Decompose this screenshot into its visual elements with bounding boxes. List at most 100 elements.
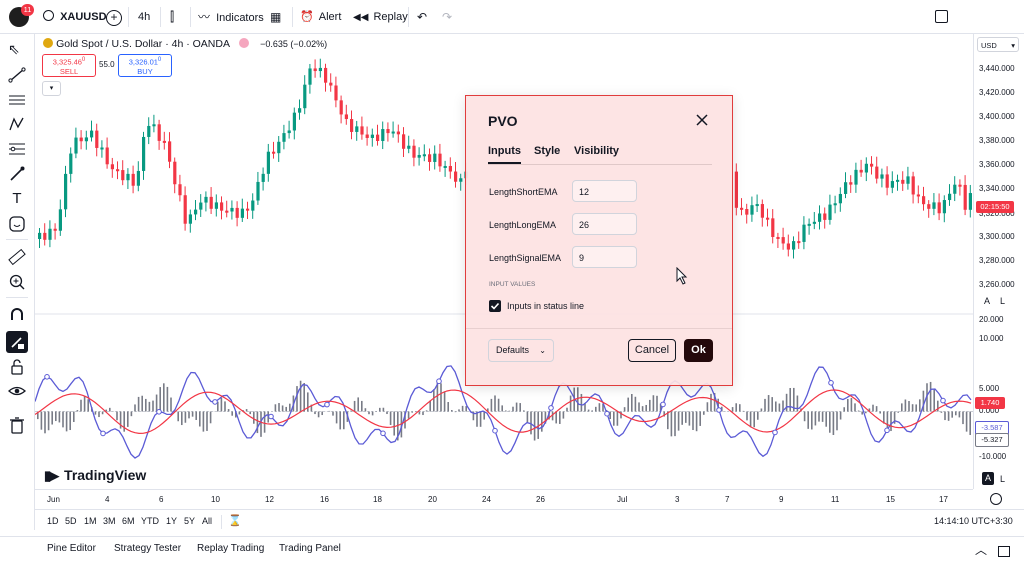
redo-icon[interactable]: ↷ xyxy=(442,8,452,26)
buy-button[interactable]: 3,326.010 BUY xyxy=(118,54,172,77)
drawing-toolbar: ⇖ T xyxy=(0,34,35,530)
maximize-icon[interactable] xyxy=(998,546,1010,557)
replay-button[interactable]: ◀◀ Replay xyxy=(353,8,408,26)
sell-price: 3,325.46 xyxy=(53,58,82,67)
market-closed-icon xyxy=(239,38,249,48)
alarm-clock-icon: ⏰ xyxy=(300,11,314,23)
compare-icon[interactable]: + xyxy=(106,10,122,26)
osc-log-scale-button[interactable]: L xyxy=(1000,474,1005,484)
range-ytd[interactable]: YTD xyxy=(141,516,159,526)
price-label: 3,380.000 xyxy=(979,136,1015,145)
undo-icon[interactable]: ↶ xyxy=(417,8,427,26)
templates-icon[interactable]: ▦ xyxy=(270,8,281,26)
eye-icon[interactable] xyxy=(8,382,26,400)
emoji-icon[interactable] xyxy=(8,215,26,233)
pattern-icon[interactable] xyxy=(8,115,26,133)
alert-button[interactable]: ⏰ Alert xyxy=(300,8,341,26)
time-label: 12 xyxy=(265,495,274,504)
checkmark-icon xyxy=(489,300,501,312)
interval-button[interactable]: 4h xyxy=(138,8,150,26)
auto-scale-button[interactable]: A xyxy=(984,296,990,306)
cancel-button[interactable]: Cancel xyxy=(628,339,676,362)
dialog-title: PVO xyxy=(488,113,518,129)
range-1d[interactable]: 1D xyxy=(47,516,59,526)
currency-label: USD xyxy=(981,41,997,50)
osc-auto-scale-button[interactable]: A xyxy=(982,472,994,485)
fib-icon[interactable] xyxy=(8,140,26,158)
osc-label: -10.000 xyxy=(979,452,1006,461)
settings-gear-icon[interactable] xyxy=(990,493,1002,505)
symbol-label: XAUUSD xyxy=(60,11,106,23)
text-icon[interactable]: T xyxy=(8,190,26,208)
alert-label: Alert xyxy=(319,11,342,23)
tab-strategy-tester[interactable]: Strategy Tester xyxy=(114,543,181,554)
time-axis[interactable]: Jun 4 6 10 12 16 18 20 24 26 Jul 3 7 9 1… xyxy=(35,489,973,510)
price-label: 3,400.000 xyxy=(979,112,1015,121)
time-label: 10 xyxy=(211,495,220,504)
tab-style[interactable]: Style xyxy=(534,145,560,157)
chevron-down-icon: ▾ xyxy=(1011,38,1015,53)
range-5d[interactable]: 5D xyxy=(65,516,77,526)
osc-label: 5.000 xyxy=(979,384,999,393)
sell-superscript: 0 xyxy=(82,57,85,63)
range-all[interactable]: All xyxy=(202,516,212,526)
currency-selector[interactable]: USD ▾ xyxy=(977,37,1019,52)
fullscreen-icon[interactable] xyxy=(935,10,948,23)
tab-replay-trading[interactable]: Replay Trading xyxy=(197,543,264,554)
zoom-in-icon[interactable] xyxy=(8,273,26,291)
tab-trading-panel[interactable]: Trading Panel xyxy=(279,543,341,554)
range-bar: 1D 5D 1M 3M 6M YTD 1Y 5Y All ⌛ 14:14:10 … xyxy=(35,509,1024,534)
trash-icon[interactable] xyxy=(8,416,26,434)
notification-badge: 11 xyxy=(21,4,34,16)
range-1m[interactable]: 1M xyxy=(84,516,97,526)
price-change: −0.635 (−0.02%) xyxy=(260,39,327,49)
magnet-icon[interactable] xyxy=(8,306,26,324)
close-icon[interactable] xyxy=(695,113,709,130)
lock-icon[interactable] xyxy=(8,358,26,376)
cursor-icon[interactable]: ⇖ xyxy=(8,41,26,59)
length-short-ema-input[interactable]: 12 xyxy=(572,180,637,202)
clock-label[interactable]: 14:14:10 UTC+3:30 xyxy=(934,516,1013,526)
range-1y[interactable]: 1Y xyxy=(166,516,177,526)
defaults-label: Defaults xyxy=(496,345,529,355)
symbol-title[interactable]: Gold Spot / U.S. Dollar · 4h · OANDA xyxy=(56,38,230,50)
defaults-dropdown[interactable]: Defaults⌄ xyxy=(488,339,554,362)
tab-inputs[interactable]: Inputs xyxy=(488,145,521,157)
symbol-search[interactable]: XAUUSD xyxy=(43,8,107,26)
goto-date-icon[interactable]: ⌛ xyxy=(228,514,242,527)
tabs-divider xyxy=(488,164,712,165)
length-long-ema-input[interactable]: 26 xyxy=(572,213,637,235)
tab-pine-editor[interactable]: Pine Editor xyxy=(47,543,96,554)
log-scale-button[interactable]: L xyxy=(1000,296,1005,306)
hist-value-badge: -5.327 xyxy=(975,433,1009,447)
legend-collapse-button[interactable]: ▾ xyxy=(42,81,61,96)
horizontal-lines-icon[interactable] xyxy=(8,91,26,109)
range-5y[interactable]: 5Y xyxy=(184,516,195,526)
osc-label: 10.000 xyxy=(979,334,1003,343)
ruler-icon[interactable] xyxy=(8,248,26,266)
status-line-checkbox[interactable] xyxy=(489,300,501,312)
bar-style-icon[interactable]: ⫿ xyxy=(170,8,174,26)
trend-line-icon[interactable] xyxy=(8,66,26,84)
tradingview-logo-icon: ▮▶ xyxy=(44,468,57,483)
countdown-badge: 02:15:50 xyxy=(976,201,1014,213)
chart-legend: Gold Spot / U.S. Dollar · 4h · OANDA −0.… xyxy=(43,38,327,50)
range-3m[interactable]: 3M xyxy=(103,516,116,526)
rewind-icon: ◀◀ xyxy=(353,12,368,23)
indicators-icon: 〰 xyxy=(198,10,210,24)
tradingview-watermark: ▮▶ TradingView xyxy=(44,467,146,484)
length-signal-ema-input[interactable]: 9 xyxy=(572,246,637,268)
lock-drawing-button[interactable] xyxy=(6,331,28,353)
price-axis[interactable]: USD▾ 3,440.000 3,420.000 3,400.000 3,380… xyxy=(973,34,1024,489)
replay-label: Replay xyxy=(373,11,407,23)
range-6m[interactable]: 6M xyxy=(122,516,135,526)
watermark-text: TradingView xyxy=(64,467,146,483)
osc-label: 20.000 xyxy=(979,315,1003,324)
indicators-button[interactable]: 〰 Indicators xyxy=(198,8,264,26)
sell-button[interactable]: 3,325.460 SELL xyxy=(42,54,96,77)
tab-visibility[interactable]: Visibility xyxy=(574,145,619,157)
ok-button[interactable]: Ok xyxy=(684,339,713,362)
status-line-checkbox-label[interactable]: Inputs in status line xyxy=(507,301,584,311)
chevron-up-icon[interactable]: ︿ xyxy=(975,541,987,558)
brush-icon[interactable] xyxy=(8,165,26,183)
